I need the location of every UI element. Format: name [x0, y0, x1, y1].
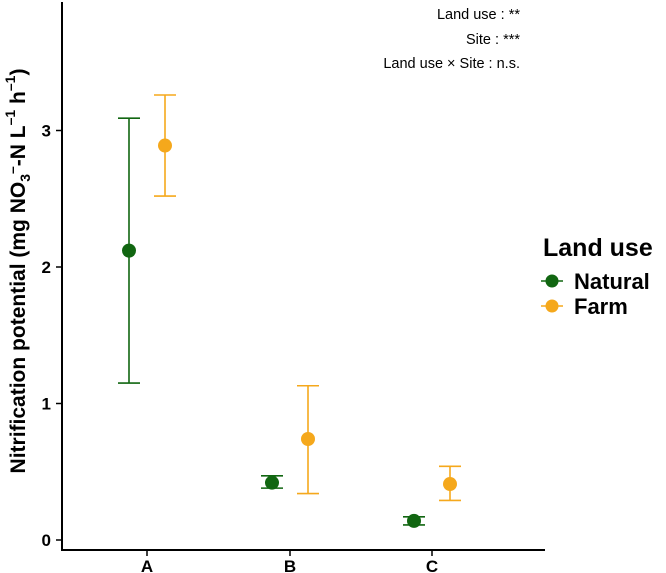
legend-item-natural: Natural: [541, 269, 650, 294]
legend-title: Land use: [543, 234, 653, 262]
annotation-site: Site : ***: [466, 32, 520, 48]
point-natural-C: [407, 513, 421, 528]
legend-farm-marker: [545, 299, 559, 313]
y-tick-label-2: 2: [42, 258, 51, 277]
x-ticks: A B C: [141, 550, 438, 573]
y-axis-label: Nitrification potential (mg NO3–-N L–1 h…: [2, 69, 33, 474]
legend-farm-label: Farm: [574, 294, 628, 319]
point-group-natural-B: [261, 475, 283, 490]
data-marks: [118, 94, 461, 528]
point-farm-A: [158, 138, 172, 153]
point-group-natural-A: [118, 117, 140, 384]
point-farm-C: [443, 477, 457, 492]
annotation-interaction: Land use × Site : n.s.: [383, 56, 520, 72]
y-label-sup: –: [4, 166, 20, 174]
x-tick-label-1: B: [284, 557, 296, 573]
annotations: Land use : ** Site : *** Land use × Site…: [383, 7, 520, 72]
y-tick-label-1: 1: [42, 395, 51, 414]
axes: [61, 2, 545, 551]
point-group-farm-B: [297, 384, 319, 495]
legend-natural-label: Natural: [574, 269, 650, 294]
point-natural-A: [122, 243, 136, 258]
point-natural-B: [265, 475, 279, 490]
point-group-natural-C: [403, 513, 425, 528]
point-group-farm-A: [154, 94, 176, 197]
legend-item-farm: Farm: [541, 294, 628, 319]
y-label-main: Nitrification potential (mg NO: [7, 182, 30, 474]
y-label-close: ): [7, 69, 30, 76]
y-label-end: h: [7, 91, 30, 110]
point-group-farm-C: [439, 465, 461, 502]
y-tick-label-3: 3: [42, 122, 51, 141]
y-label-mid: -N L: [7, 125, 30, 166]
annotation-land-use: Land use : **: [437, 7, 520, 23]
legend: Land use Natural Farm: [541, 234, 653, 319]
x-tick-label-2: C: [426, 557, 438, 573]
y-label-sub: 3: [17, 174, 33, 182]
y-ticks: 0 1 2 3: [42, 122, 62, 550]
point-farm-B: [301, 431, 315, 446]
y-label-sup2: –1: [2, 110, 18, 126]
y-tick-label-0: 0: [42, 531, 51, 550]
x-tick-label-0: A: [141, 557, 153, 573]
y-label-sup3: –1: [2, 75, 18, 91]
legend-natural-marker: [545, 274, 559, 288]
